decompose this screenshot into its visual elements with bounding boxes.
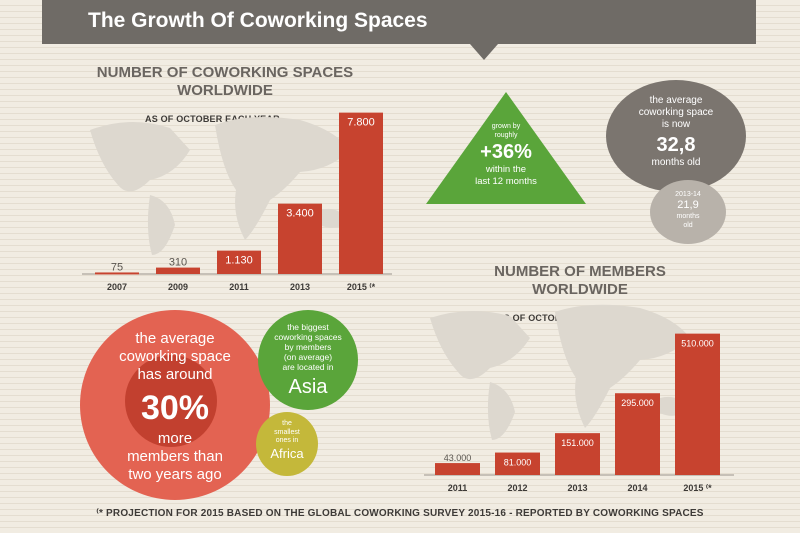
data-label: 3.400: [286, 208, 314, 220]
growth-pre: grown by roughly: [491, 123, 521, 139]
africa-circle: [256, 412, 318, 476]
header-bar: [42, 0, 756, 44]
asia-line2: coworking spaces: [274, 332, 342, 342]
asia-line4: (on average): [283, 352, 333, 362]
previous-age-text: 2013-14 21,9 months old: [650, 190, 726, 230]
chart2-marks: 43.000 2011 81.000 2012 151.000 2013 295.000 20…: [435, 333, 720, 493]
growth-post2: last 12 months: [475, 176, 537, 187]
previous-age-circle: [650, 180, 726, 244]
data-label: 510.000: [681, 339, 714, 349]
average-age-text: the average coworking space is now 32,8 …: [606, 95, 746, 169]
africa-value: Africa: [270, 445, 304, 461]
tick-label: 2009: [168, 282, 188, 292]
asia-line5: are located in: [282, 362, 334, 372]
tick-label: 2011: [448, 483, 468, 493]
members-growth-value: 30%: [140, 389, 210, 427]
page-title: The Growth Of Coworking Spaces: [88, 9, 428, 32]
asia-line3: by members: [284, 342, 332, 352]
tick-label: 2013: [567, 483, 587, 493]
growth-value: +36%: [480, 141, 532, 163]
bar-2014: [615, 393, 660, 475]
africa-line2: smallest: [274, 428, 300, 436]
bar-2007: [95, 272, 139, 275]
data-label: 310: [169, 257, 187, 269]
asia-circle: [258, 310, 358, 410]
tick-label: 2015 ⁽*: [683, 483, 712, 493]
bar-2011: [435, 463, 480, 475]
growth-post1: within the: [485, 164, 527, 175]
bar-2013: [555, 433, 600, 475]
chart1-marks: 75 2007 310 2009 1.130 2011 3.400 2013 7.800 2015…: [95, 112, 383, 292]
members-growth-line1: the average: [135, 330, 215, 347]
data-label: 1.130: [225, 255, 253, 267]
average-age-value: 32,8: [656, 134, 696, 156]
asia-text: the biggest coworking spaces by members …: [258, 322, 358, 399]
bar-2011: [217, 250, 261, 274]
average-age-unit: months old: [651, 157, 701, 168]
tick-label: 2011: [229, 282, 249, 292]
data-label: 151.000: [561, 438, 594, 448]
average-age-line1: the average: [649, 95, 703, 106]
members-growth-line2: coworking space: [119, 348, 231, 365]
previous-age-unit2: old: [683, 222, 693, 229]
chart1-title: NUMBER OF COWORKING SPACES WORLDWIDE: [96, 64, 354, 99]
bar-2015: [339, 112, 383, 274]
tick-label: 2015 ⁽*: [347, 282, 376, 292]
tick-label: 2014: [627, 483, 647, 493]
bar-2013: [278, 203, 322, 274]
previous-age-period: 2013-14: [675, 191, 701, 198]
data-label: 7.800: [347, 117, 375, 129]
footer-note: ⁽* PROJECTION FOR 2015 BASED ON THE GLOB…: [96, 508, 704, 519]
bar-2012: [495, 452, 540, 475]
chart2-title: NUMBER OF MEMBERS WORLDWIDE: [494, 263, 666, 298]
previous-age-value: 21,9: [677, 199, 699, 211]
world-map-icon: [90, 116, 350, 255]
growth-triangle: [426, 92, 586, 204]
tick-label: 2012: [507, 483, 527, 493]
average-age-line2: coworking space: [638, 107, 714, 118]
asia-line1: the biggest: [287, 322, 329, 332]
africa-text: the smallest ones in Africa: [256, 420, 318, 462]
average-age-circle: [606, 80, 746, 192]
chart1-subtitle: AS OF OCTOBER EACH YEAR: [145, 114, 280, 124]
asia-value: Asia: [288, 376, 328, 398]
data-label: 295.000: [621, 398, 654, 408]
bar-2015: [675, 333, 720, 475]
members-growth-line4: more: [157, 430, 193, 447]
members-growth-inner-circle: [125, 355, 217, 447]
previous-age-unit1: months: [676, 213, 700, 220]
data-label: 75: [111, 261, 123, 273]
members-growth-line3: has around: [137, 366, 213, 383]
africa-line3: ones in: [275, 437, 299, 444]
tick-label: 2013: [290, 282, 310, 292]
world-map-icon: [430, 304, 690, 440]
data-label: 43.000: [444, 453, 472, 463]
members-growth-line5: members than: [127, 448, 223, 465]
header-pointer: [470, 44, 498, 60]
africa-line1: the: [282, 420, 292, 427]
tick-label: 2007: [107, 282, 127, 292]
members-growth-line6: two years ago: [128, 466, 222, 483]
members-growth-text: the average coworking space has around 3…: [80, 330, 270, 484]
bar-2009: [156, 267, 200, 274]
average-age-line3: is now: [661, 119, 691, 130]
growth-text: grown by roughly +36% within the last 12…: [456, 122, 556, 188]
data-label: 81.000: [504, 458, 532, 468]
